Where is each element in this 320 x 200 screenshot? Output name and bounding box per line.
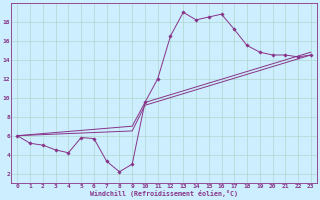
- X-axis label: Windchill (Refroidissement éolien,°C): Windchill (Refroidissement éolien,°C): [90, 190, 238, 197]
